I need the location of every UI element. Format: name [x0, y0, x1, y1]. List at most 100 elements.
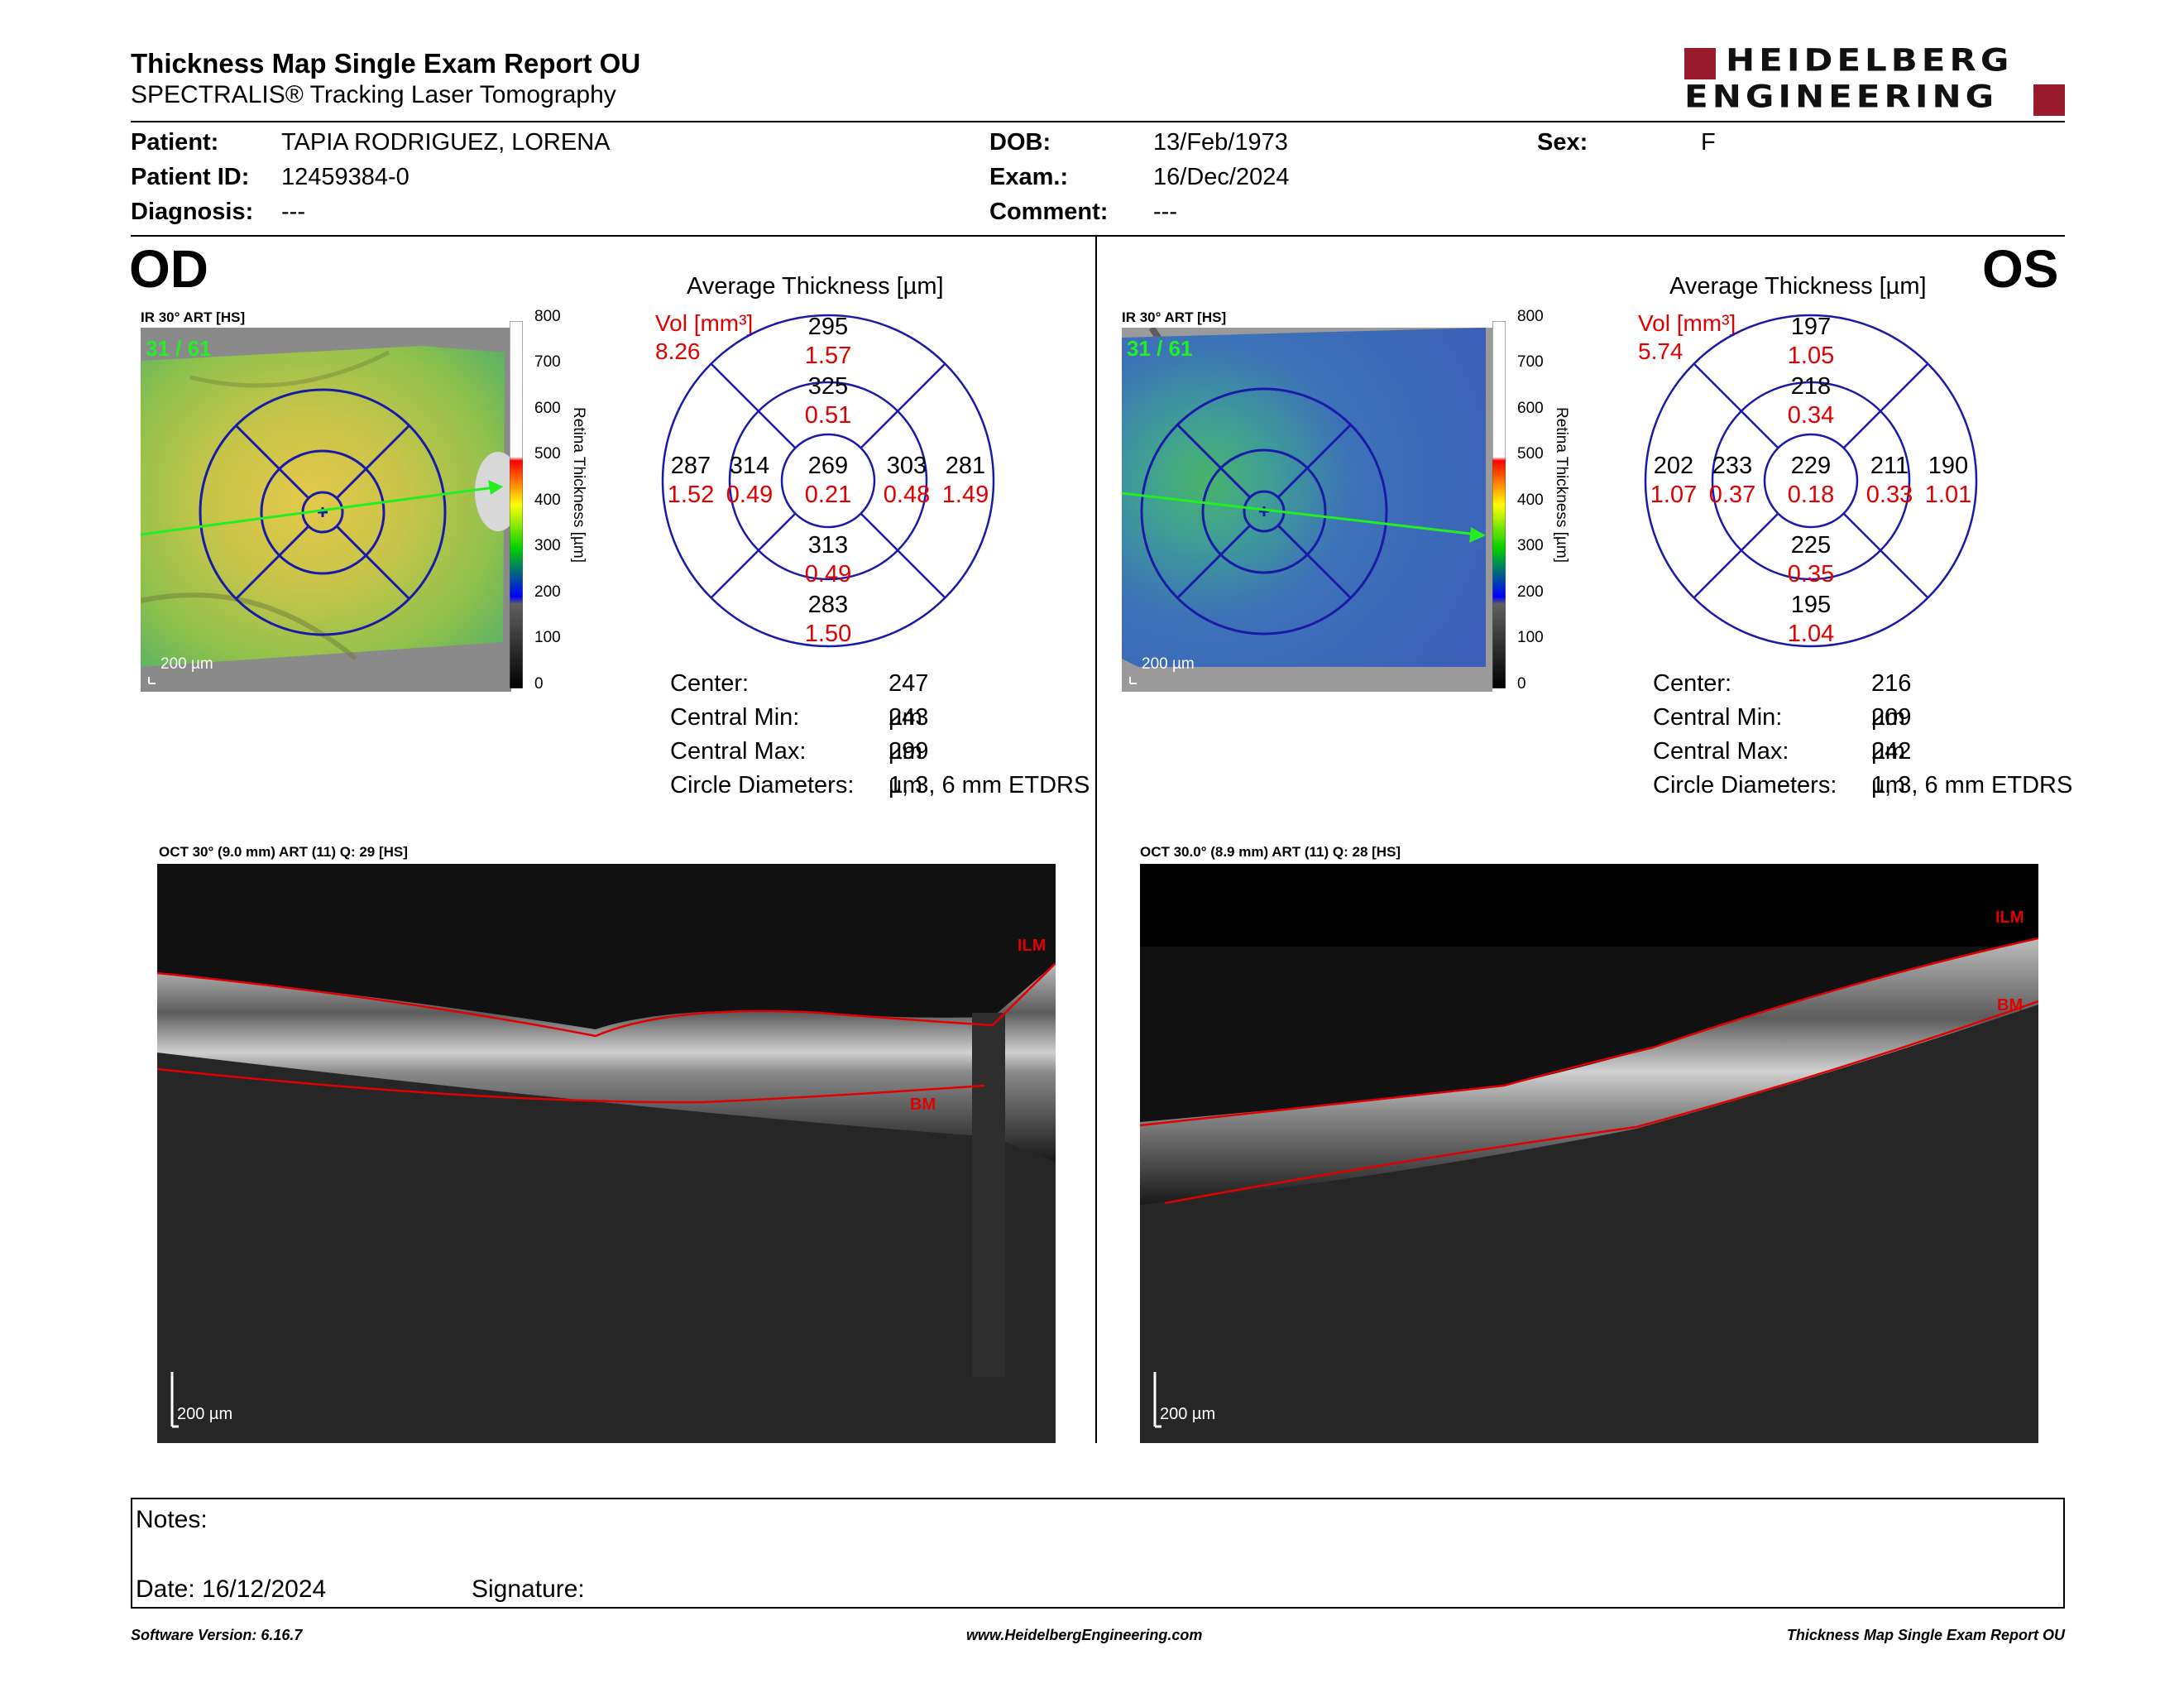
os-scale-tick: 400 [1517, 492, 1544, 509]
eye-label-od: OD [129, 239, 208, 299]
od-scale-tick: 600 [534, 400, 561, 417]
od-etdrs-overlay [199, 388, 447, 636]
od-scale-tick: 300 [534, 537, 561, 554]
od-oct-title: OCT 30° (9.0 mm) ART (11) Q: 29 [HS] [159, 844, 408, 860]
os-thickness-map [1122, 328, 1492, 692]
volume-value: 1.57 [804, 343, 852, 369]
od-scale-tick: 200 [534, 583, 561, 601]
thickness-value: 313 [807, 532, 849, 559]
patient-id-value: 12459384-0 [281, 164, 410, 190]
patient-value: TAPIA RODRIGUEZ, LORENA [281, 129, 611, 156]
comment-label: Comment: [989, 199, 1109, 225]
os-scale-tick: 500 [1517, 445, 1544, 463]
thickness-value: 202 [1653, 453, 1694, 479]
od-bm-label: BM [910, 1096, 936, 1114]
od-outer-inferior: 283 1.50 [803, 591, 853, 649]
stat-value: 209 µm [1871, 704, 1912, 765]
stat-label: Central Max: [1653, 738, 1789, 765]
od-frame-counter: 31 / 61 [146, 336, 212, 361]
volume-value: 0.49 [726, 482, 774, 508]
os-outer-right: 190 1.01 [1922, 452, 1975, 510]
os-etdrs-grid [1644, 314, 1978, 648]
stat-label: Central Max: [670, 738, 807, 765]
od-outer-superior: 295 1.57 [803, 313, 853, 371]
stat-value: 242 µm [1871, 738, 1912, 798]
thickness-value: 269 [807, 453, 849, 479]
os-outer-inferior: 195 1.04 [1786, 591, 1836, 649]
thickness-value: 225 [1790, 532, 1832, 559]
report-subtitle: SPECTRALIS® Tracking Laser Tomography [131, 81, 616, 108]
stat-row: Central Max: 299 µm [670, 735, 928, 798]
od-vol: Vol [mm³] 8.26 [655, 309, 753, 366]
od-vol-label: Vol [mm³] [655, 310, 754, 336]
volume-value: 1.07 [1650, 482, 1698, 508]
os-inner-inferior: 225 0.35 [1786, 531, 1836, 589]
os-oct-title: OCT 30.0° (8.9 mm) ART (11) Q: 28 [HS] [1140, 844, 1401, 860]
od-scale-tick: 100 [534, 629, 561, 646]
volume-value: 1.01 [1924, 482, 1972, 508]
report-title: Thickness Map Single Exam Report OU [131, 48, 641, 79]
os-vol-value: 5.74 [1638, 338, 1684, 364]
os-vol-label: Vol [mm³] [1638, 310, 1736, 336]
eye-divider [1095, 237, 1097, 1443]
od-scale-tick: 0 [534, 675, 544, 693]
od-scale-title: Retina Thickness [µm] [570, 407, 587, 563]
logo-square-icon [2033, 84, 2065, 116]
os-scale-title: Retina Thickness [µm] [1553, 407, 1570, 563]
os-outer-superior: 197 1.05 [1786, 313, 1836, 371]
od-avg-title: Average Thickness [µm] [687, 273, 944, 300]
thickness-value: 190 [1928, 453, 1969, 479]
volume-value: 1.05 [1787, 343, 1835, 369]
od-oct-image [157, 864, 1056, 1443]
os-ilm-label: ILM [1995, 909, 2024, 927]
volume-value: 0.34 [1787, 402, 1835, 429]
header-divider [131, 121, 2065, 122]
stat-label: Circle Diameters: [670, 772, 855, 798]
thickness-value: 229 [1790, 453, 1832, 479]
volume-value: 0.37 [1708, 482, 1756, 508]
diagnosis-label: Diagnosis: [131, 199, 254, 225]
od-scale-tick: 700 [534, 353, 561, 371]
od-center: 269 0.21 [803, 452, 853, 510]
thickness-value: 325 [807, 373, 849, 400]
heidelberg-logo: HEIDELBERG ENGINEERING [1684, 41, 2065, 117]
od-etdrs-grid [661, 314, 995, 648]
stat-row: Circle Diameters: 1, 3, 6 mm ETDRS [1653, 769, 2072, 803]
logo-square-icon [1684, 48, 1716, 79]
os-stats: Center: 216 µm Central Min: 209 µm Centr… [1653, 667, 2072, 803]
od-outer-left: 287 1.52 [664, 452, 717, 510]
os-scale-tick: 0 [1517, 675, 1526, 693]
od-fundus-image: 31 / 61 200 µm [141, 328, 511, 692]
volume-value: 0.21 [804, 482, 852, 508]
patient-id-label: Patient ID: [131, 164, 250, 190]
thickness-value: 295 [807, 314, 849, 340]
thickness-value: 314 [729, 453, 770, 479]
od-ilm-label: ILM [1018, 937, 1046, 955]
os-fundus-scalebar: 200 µm [1142, 655, 1195, 673]
eye-label-os: OS [1982, 239, 2059, 299]
footer-software-version: Software Version: 6.16.7 [131, 1627, 303, 1643]
os-fundus-image: 31 / 61 200 µm [1122, 328, 1492, 692]
volume-value: 1.52 [667, 482, 715, 508]
volume-value: 0.33 [1866, 482, 1913, 508]
od-fundus-scalebar: 200 µm [160, 655, 213, 673]
notes-box[interactable]: Notes: Date: 16/12/2024 Signature: [131, 1498, 2065, 1609]
thickness-value: 303 [886, 453, 927, 479]
stat-row: Central Min: 243 µm [670, 701, 928, 765]
stat-label: Central Min: [670, 704, 800, 731]
footer-website-link[interactable]: www.HeidelbergEngineering.com [966, 1627, 1203, 1643]
thickness-value: 197 [1790, 314, 1832, 340]
thickness-value: 281 [945, 453, 986, 479]
os-bm-label: BM [1997, 996, 2024, 1014]
os-oct-scalebar: 200 µm [1160, 1405, 1216, 1423]
dob-label: DOB: [989, 129, 1051, 156]
volume-value: 1.04 [1787, 621, 1835, 647]
footer-report-name: Thickness Map Single Exam Report OU [1786, 1627, 2065, 1643]
sex-value: F [1701, 129, 1716, 156]
od-outer-right: 281 1.49 [939, 452, 992, 510]
thickness-value: 218 [1790, 373, 1832, 400]
thickness-value: 195 [1790, 592, 1832, 618]
od-stats: Center: 247 µm Central Min: 243 µm Centr… [670, 667, 1090, 803]
od-thickness-map [141, 328, 511, 692]
volume-value: 1.50 [804, 621, 852, 647]
